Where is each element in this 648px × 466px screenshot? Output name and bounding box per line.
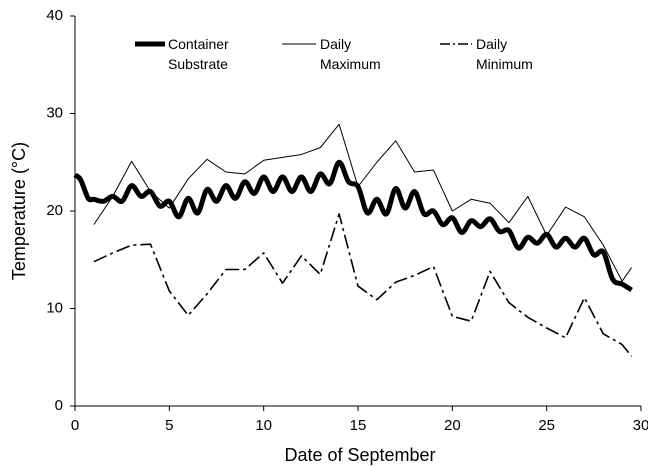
series-line xyxy=(93,213,633,357)
legend-label: Daily Minimum xyxy=(476,36,533,72)
y-tick-label: 30 xyxy=(46,104,63,121)
y-tick-label: 10 xyxy=(46,299,63,316)
x-tick-label: 25 xyxy=(538,417,555,434)
y-tick-label: 20 xyxy=(46,202,63,219)
x-tick-label: 0 xyxy=(71,417,79,434)
y-tick-label: 0 xyxy=(55,397,63,414)
y-axis-label: Temperature (°C) xyxy=(9,142,29,280)
x-tick-label: 15 xyxy=(350,417,367,434)
series-line xyxy=(93,123,632,282)
legend-label: Daily Maximum xyxy=(320,36,381,72)
x-tick-label: 5 xyxy=(165,417,173,434)
y-tick-label: 40 xyxy=(46,7,63,24)
x-tick-label: 30 xyxy=(633,417,648,434)
series-line xyxy=(73,159,633,293)
x-axis-label: Date of September xyxy=(284,445,435,465)
x-tick-label: 10 xyxy=(255,417,272,434)
x-tick-label: 20 xyxy=(444,417,461,434)
legend-label: Container Substrate xyxy=(168,36,229,72)
